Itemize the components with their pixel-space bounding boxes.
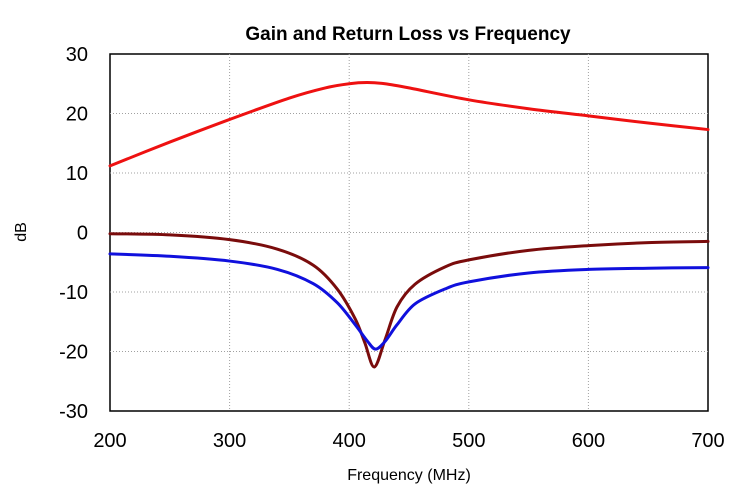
y-tick-label: 20 bbox=[66, 104, 88, 126]
chart-title: Gain and Return Loss vs Frequency bbox=[245, 24, 571, 45]
x-tick-label: 500 bbox=[452, 430, 485, 452]
y-tick-label: 10 bbox=[66, 163, 88, 185]
y-tick-label: 30 bbox=[66, 44, 88, 66]
y-axis-ticks: 30 20 10 0 -10 -20 -30 bbox=[59, 44, 88, 423]
series-line-2 bbox=[108, 232, 710, 369]
x-tick-label: 600 bbox=[572, 430, 605, 452]
y-axis-label: dB bbox=[13, 222, 30, 242]
y-tick-label: 0 bbox=[77, 223, 88, 245]
y-tick-label: -20 bbox=[59, 342, 88, 364]
series-line-1 bbox=[108, 81, 710, 168]
x-tick-label: 700 bbox=[691, 430, 724, 452]
series-line-3 bbox=[108, 252, 710, 351]
plot-area bbox=[109, 53, 709, 412]
x-axis-label: Frequency (MHz) bbox=[347, 467, 471, 484]
y-tick-label: -30 bbox=[59, 401, 88, 423]
series-layer bbox=[108, 81, 710, 369]
grid bbox=[110, 54, 708, 411]
y-tick-label: -10 bbox=[59, 282, 88, 304]
x-tick-label: 300 bbox=[213, 430, 246, 452]
x-tick-label: 200 bbox=[93, 430, 126, 452]
x-axis-ticks: 200 300 400 500 600 700 bbox=[93, 430, 724, 452]
x-tick-label: 400 bbox=[333, 430, 366, 452]
